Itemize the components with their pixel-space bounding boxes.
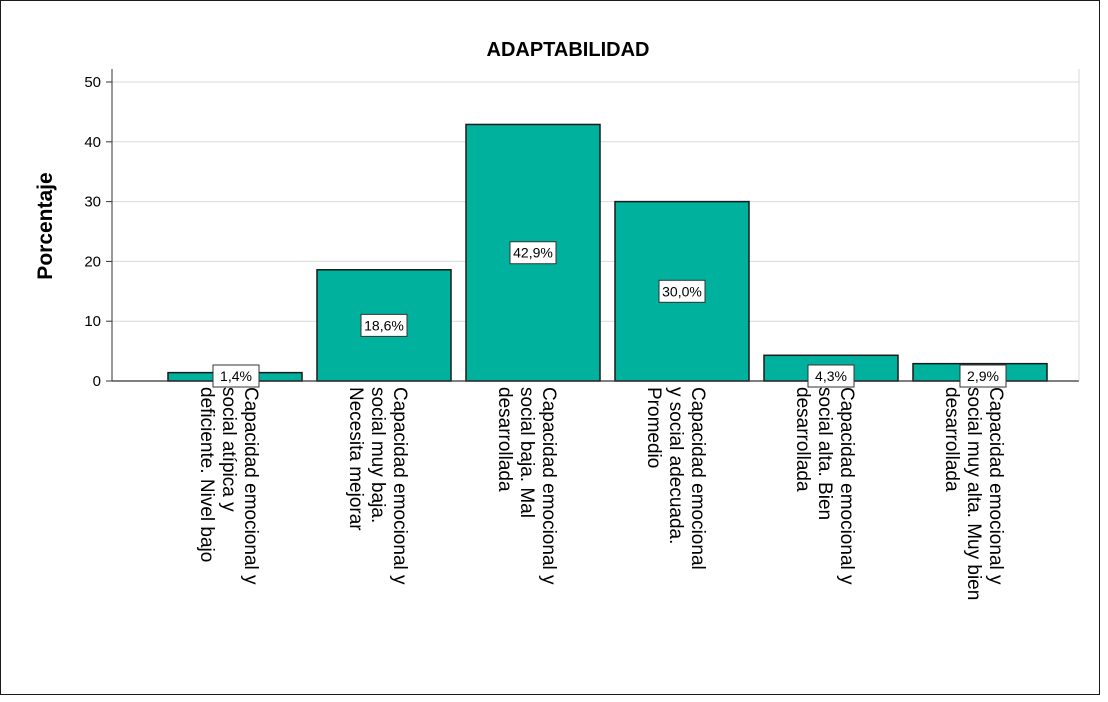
data-label-box (509, 241, 557, 265)
data-label-box (360, 313, 408, 337)
x-tick-label-line: social atípica y (218, 387, 239, 512)
data-label-box (658, 279, 706, 303)
x-tick-label-line: social muy baja. (367, 387, 388, 523)
x-tick-label-line: Capacidad emocional y (538, 387, 559, 585)
x-tick-label-line: social muy alta. Muy bien (963, 387, 984, 600)
data-label: 42,9% (513, 245, 553, 261)
x-tick-label-line: Promedio (643, 387, 664, 468)
bars (167, 123, 1048, 382)
y-tick-label: 20 (84, 253, 101, 270)
chart-title: ADAPTABILIDAD (487, 39, 650, 61)
data-label-box (807, 364, 855, 388)
y-tick-label: 50 (84, 74, 101, 91)
x-tick-label-line: deficiente. Nivel bajo (196, 387, 217, 562)
x-tick-label-line: desarrollada (941, 387, 962, 492)
x-tick-label-line: Necesita mejorar (345, 387, 366, 531)
y-ticks: 0 10 20 30 40 50 (84, 74, 112, 390)
x-tick-label-line: Capacidad emocional (687, 387, 708, 570)
x-tick-label-line: Capacidad emocional y (985, 387, 1006, 585)
y-tick-label: 40 (84, 134, 101, 151)
data-label: 18,6% (364, 317, 404, 333)
data-label: 2,9% (967, 368, 999, 384)
x-tick-label-line: Capacidad emocional y (240, 387, 261, 585)
x-tick-label-line: Capacidad emocional y (389, 387, 410, 585)
data-label: 1,4% (220, 368, 252, 384)
data-label-box (959, 364, 1007, 388)
data-label: 30,0% (662, 283, 702, 299)
x-tick-label-line: desarrollada (792, 387, 813, 492)
x-tick-label-line: desarrollada (494, 387, 515, 492)
axes (111, 69, 1080, 382)
data-label-box (212, 364, 260, 388)
y-tick-label: 10 (84, 313, 101, 330)
data-label: 4,3% (815, 368, 847, 384)
y-tick-label: 30 (84, 194, 101, 211)
y-tick-label: 0 (93, 373, 101, 390)
x-tick-label-line: y social adecuada. (665, 387, 686, 544)
x-tick-label-line: social alta. Bien (814, 387, 835, 520)
y-axis-label: Porcentaje (34, 172, 57, 279)
x-tick-label-line: social baja. Mal (516, 387, 537, 518)
data-labels: 1,4% 18,6% 42,9% 30,0% 4,3% 2,9% (212, 241, 1007, 388)
x-tick-label-line: Capacidad emocional y (836, 387, 857, 585)
